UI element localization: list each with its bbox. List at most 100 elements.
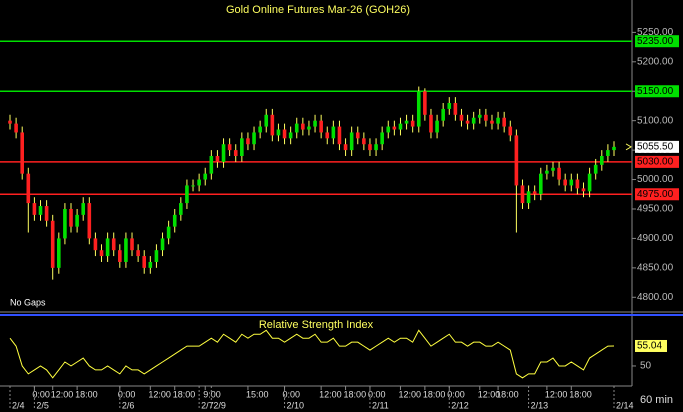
candle-body	[87, 203, 92, 239]
candle-body	[264, 114, 269, 127]
x-tick-label: 18:00	[423, 389, 446, 399]
last-price-arrow	[625, 143, 632, 151]
candle-body	[392, 126, 397, 130]
candle-body	[471, 117, 476, 124]
candle-body	[484, 114, 488, 121]
date-tick-label: 2/4	[12, 400, 25, 410]
candle-body	[270, 114, 275, 136]
candle-body	[227, 144, 232, 151]
date-tick-label: 2/14	[616, 400, 634, 410]
level-label: 4975.00	[637, 189, 674, 200]
candle-body	[429, 114, 433, 133]
candle-body	[197, 179, 201, 186]
candle-body	[166, 226, 171, 239]
candle-body	[246, 138, 250, 145]
candle-body	[252, 132, 256, 145]
candle-body	[20, 132, 25, 174]
candle-body	[69, 208, 73, 227]
candle-body	[307, 126, 311, 130]
candle-body	[38, 206, 43, 215]
candle-body	[203, 173, 208, 180]
candle-body	[490, 120, 494, 124]
date-tick-label: 2/13	[531, 400, 549, 410]
candle-body	[416, 91, 421, 127]
level-label-box	[635, 85, 679, 98]
x-tick-label: 18:00	[496, 389, 519, 399]
candle-body	[532, 191, 537, 195]
date-tick-label: 2/11	[372, 400, 389, 410]
timeframe: 60 min	[640, 394, 673, 406]
candle-body	[221, 144, 226, 162]
candle-body	[496, 117, 500, 124]
candle-body	[105, 238, 110, 257]
last-price-label: 5055.50	[637, 142, 674, 153]
date-tick-label: 2/9	[213, 400, 226, 410]
candle-body	[593, 164, 598, 174]
candle-body	[185, 185, 189, 204]
x-tick-label: 0:00	[368, 389, 386, 399]
candle-body	[606, 150, 610, 156]
candle-body	[240, 138, 244, 156]
candle-body	[331, 126, 336, 139]
candle-body	[502, 117, 506, 127]
candle-body	[130, 238, 134, 251]
candle-body	[465, 120, 470, 124]
candle-body	[276, 129, 281, 136]
candle-body	[514, 135, 519, 186]
candle-body	[301, 123, 305, 130]
candle-body	[337, 126, 342, 145]
candle-body	[14, 123, 18, 133]
rsi-title: Relative Strength Index	[259, 319, 374, 331]
candle-body	[435, 120, 439, 133]
candle-body	[569, 179, 574, 186]
y-tick-label: 4850.00	[637, 262, 674, 273]
candle-body	[44, 206, 49, 221]
candle-body	[50, 220, 55, 268]
candle-body	[447, 103, 452, 109]
date-tick-label: 2/7	[201, 400, 214, 410]
y-tick-label: 4800.00	[637, 292, 674, 303]
x-tick-label: 12:00	[478, 389, 501, 399]
candle-body	[154, 250, 159, 262]
chart-title: Gold Online Futures Mar-26 (GOH26)	[226, 4, 410, 16]
candle-body	[343, 144, 348, 151]
candle-body	[349, 132, 354, 151]
candle-body	[380, 132, 384, 145]
candle-body	[179, 203, 183, 215]
candle-body	[319, 120, 323, 133]
level-label: 5235.00	[637, 36, 674, 47]
candle-body	[508, 126, 513, 136]
candle-body	[362, 138, 366, 145]
candle-body	[209, 156, 214, 174]
candle-body	[453, 103, 458, 115]
candle-body	[423, 91, 427, 115]
candle-body	[160, 238, 165, 251]
x-tick-label: 0:00	[283, 389, 301, 399]
x-tick-label: 0:00	[447, 389, 465, 399]
candle-body	[99, 250, 104, 257]
candle-body	[172, 214, 177, 227]
candle-body	[288, 132, 293, 139]
rsi-line	[9, 329, 615, 379]
x-tick-label: 12:00	[398, 389, 421, 399]
candle-body	[441, 108, 445, 121]
note: No Gaps	[10, 297, 46, 307]
candle-body	[599, 156, 604, 165]
candle-body	[294, 123, 299, 133]
x-tick-label: 12:00	[319, 389, 342, 399]
candle-body	[191, 185, 195, 187]
candle-body	[57, 238, 61, 268]
x-tick-label: 0:00	[32, 389, 50, 399]
x-tick-label: 18:00	[344, 389, 367, 399]
date-tick-label: 2/12	[451, 400, 469, 410]
candle-body	[545, 170, 549, 174]
candle-body	[124, 238, 128, 262]
candle-body	[63, 208, 67, 239]
x-tick-label: 0:00	[118, 389, 136, 399]
candle-body	[538, 173, 543, 195]
y-tick-label: 5250.00	[637, 27, 674, 38]
last-price-box	[635, 140, 679, 153]
candle-body	[398, 123, 403, 130]
